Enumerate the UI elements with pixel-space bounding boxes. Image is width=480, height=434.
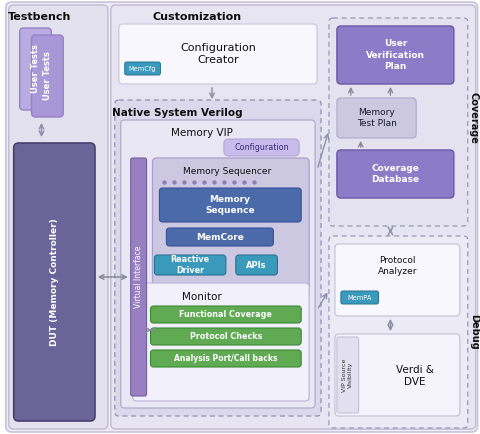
Text: Functional Coverage: Functional Coverage bbox=[180, 310, 272, 319]
FancyBboxPatch shape bbox=[335, 334, 460, 416]
Text: Reactive
Driver: Reactive Driver bbox=[170, 255, 210, 275]
FancyBboxPatch shape bbox=[131, 158, 146, 396]
FancyBboxPatch shape bbox=[337, 98, 416, 138]
FancyBboxPatch shape bbox=[153, 158, 309, 298]
FancyBboxPatch shape bbox=[111, 5, 476, 429]
Text: Coverage
Database: Coverage Database bbox=[372, 164, 420, 184]
Text: MemCfg: MemCfg bbox=[129, 66, 156, 72]
Text: Configuration
Creator: Configuration Creator bbox=[180, 43, 256, 65]
Text: MemPA: MemPA bbox=[348, 295, 372, 300]
FancyBboxPatch shape bbox=[151, 306, 301, 323]
FancyBboxPatch shape bbox=[14, 143, 95, 421]
Text: User Tests: User Tests bbox=[43, 52, 52, 100]
Text: User Tests: User Tests bbox=[31, 45, 40, 93]
FancyBboxPatch shape bbox=[119, 24, 317, 84]
FancyBboxPatch shape bbox=[159, 188, 301, 222]
FancyBboxPatch shape bbox=[151, 328, 301, 345]
FancyBboxPatch shape bbox=[329, 18, 468, 226]
Text: Native System Verilog: Native System Verilog bbox=[112, 108, 242, 118]
Text: Virtual Interface: Virtual Interface bbox=[134, 246, 143, 308]
FancyBboxPatch shape bbox=[132, 283, 309, 401]
Text: Coverage: Coverage bbox=[468, 92, 479, 144]
FancyBboxPatch shape bbox=[151, 350, 301, 367]
FancyBboxPatch shape bbox=[155, 255, 226, 275]
FancyBboxPatch shape bbox=[121, 120, 315, 408]
Text: MemCore: MemCore bbox=[196, 233, 244, 241]
FancyBboxPatch shape bbox=[6, 2, 478, 432]
Text: Customization: Customization bbox=[153, 12, 241, 22]
FancyBboxPatch shape bbox=[20, 28, 51, 110]
Text: Verdi &
DVE: Verdi & DVE bbox=[396, 365, 434, 387]
Text: Analysis Port/Call backs: Analysis Port/Call backs bbox=[174, 354, 277, 363]
FancyBboxPatch shape bbox=[337, 150, 454, 198]
FancyBboxPatch shape bbox=[329, 236, 468, 428]
Text: Memory Sequencer: Memory Sequencer bbox=[183, 168, 271, 177]
Text: VIP Source
Visibility: VIP Source Visibility bbox=[342, 358, 353, 392]
FancyBboxPatch shape bbox=[335, 244, 460, 316]
FancyBboxPatch shape bbox=[32, 35, 63, 117]
Text: DUT (Memory Controller): DUT (Memory Controller) bbox=[50, 218, 59, 346]
FancyBboxPatch shape bbox=[125, 62, 160, 75]
Text: Testbench: Testbench bbox=[8, 12, 71, 22]
FancyBboxPatch shape bbox=[224, 139, 299, 156]
FancyBboxPatch shape bbox=[337, 26, 454, 84]
FancyBboxPatch shape bbox=[9, 5, 108, 429]
Text: Memory
Test Plan: Memory Test Plan bbox=[357, 108, 396, 128]
Text: Memory
Sequence: Memory Sequence bbox=[205, 195, 254, 215]
Text: Configuration: Configuration bbox=[234, 143, 289, 152]
FancyBboxPatch shape bbox=[115, 100, 321, 416]
Text: APIs: APIs bbox=[246, 260, 267, 270]
FancyBboxPatch shape bbox=[341, 291, 379, 304]
Text: User
Verification
Plan: User Verification Plan bbox=[366, 39, 425, 71]
FancyBboxPatch shape bbox=[236, 255, 277, 275]
Text: Debug: Debug bbox=[468, 314, 479, 350]
Text: Monitor: Monitor bbox=[182, 292, 222, 302]
FancyBboxPatch shape bbox=[167, 228, 274, 246]
Text: Memory VIP: Memory VIP bbox=[171, 128, 233, 138]
Text: Protocol
Analyzer: Protocol Analyzer bbox=[378, 256, 417, 276]
Text: Protocol Checks: Protocol Checks bbox=[190, 332, 262, 341]
FancyBboxPatch shape bbox=[337, 337, 359, 413]
